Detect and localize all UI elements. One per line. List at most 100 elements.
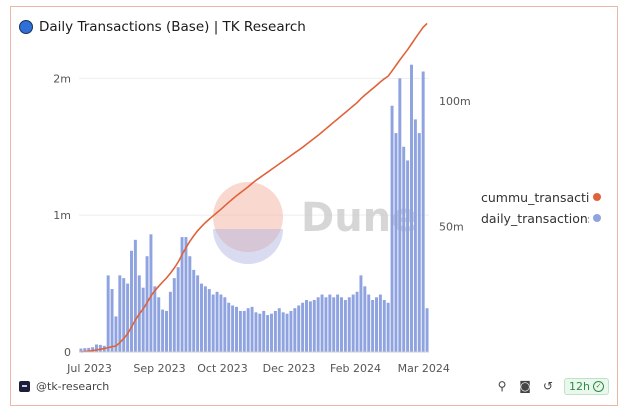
legend-item-daily[interactable]: daily_transactions [481, 208, 609, 228]
bar [250, 306, 254, 352]
bar [242, 310, 246, 352]
bar [227, 302, 231, 352]
legend-dot-daily [593, 214, 601, 222]
refresh-badge[interactable]: 12h ✓ [564, 377, 609, 395]
chart-header: Daily Transactions (Base) | TK Research [19, 17, 306, 37]
bar [211, 294, 215, 352]
y-right-tick-label: 100m [439, 95, 471, 108]
bar [165, 310, 168, 352]
bar [141, 287, 145, 352]
chart-footer: @tk-research ⚲ ◙ ↺ 12h ✓ [19, 377, 609, 395]
bar [238, 310, 242, 352]
bar [312, 300, 316, 352]
bar [246, 308, 250, 352]
bar [375, 297, 378, 352]
bar [273, 310, 277, 352]
legend-label-daily: daily_transactions [481, 210, 589, 226]
bar [371, 300, 375, 352]
bar [223, 297, 227, 352]
y-left-tick-label: 0 [64, 346, 71, 359]
bar [386, 302, 390, 352]
bar [161, 309, 165, 352]
bar [110, 289, 114, 352]
bar [343, 300, 347, 352]
bar [421, 71, 425, 352]
bar [390, 105, 394, 353]
bar [149, 234, 153, 352]
bar [351, 294, 355, 352]
bar [398, 78, 402, 352]
y-left-tick-label: 1m [53, 209, 71, 222]
bar [308, 301, 312, 352]
bar [106, 275, 110, 352]
bar [328, 294, 332, 352]
bar [301, 302, 305, 352]
bar [266, 315, 270, 352]
bar [425, 308, 429, 352]
bar [347, 297, 351, 352]
bar [258, 313, 262, 352]
footer-tools: ⚲ ◙ ↺ 12h ✓ [495, 377, 609, 395]
bar [270, 313, 273, 352]
watermark-circle [213, 182, 283, 252]
bar [413, 119, 417, 352]
refresh-icon[interactable]: ↺ [543, 379, 554, 393]
bar [126, 283, 130, 352]
bar [262, 310, 266, 352]
bar [355, 291, 359, 352]
bar [367, 294, 371, 352]
bar [207, 289, 211, 352]
bar [254, 312, 258, 352]
refresh-badge-label: 12h [569, 379, 590, 393]
bar [277, 308, 281, 352]
bar [188, 256, 192, 352]
bar [281, 312, 285, 352]
bar [382, 300, 386, 352]
x-tick-label: Sep 2023 [133, 362, 185, 375]
bar [336, 294, 340, 352]
chart-title: Daily Transactions (Base) | TK Research [39, 19, 306, 35]
bar [122, 278, 126, 352]
bar [293, 308, 297, 352]
bar [180, 237, 184, 352]
bar [340, 297, 343, 352]
bar [410, 64, 413, 352]
bar [184, 237, 188, 352]
bar [192, 269, 196, 352]
bar [285, 313, 289, 352]
cumulative-line [80, 22, 428, 353]
x-tick-label: Oct 2023 [197, 362, 248, 375]
bar [297, 305, 301, 352]
bar [172, 278, 176, 352]
bar [203, 286, 207, 352]
bar [153, 286, 157, 352]
bar [289, 310, 293, 352]
bar [79, 348, 83, 352]
dune-logo-icon [19, 20, 33, 34]
bar [215, 291, 219, 352]
bar [417, 133, 421, 352]
x-tick-label: Jul 2023 [66, 362, 112, 375]
x-tick-label: Feb 2024 [330, 362, 381, 375]
bar [320, 294, 324, 352]
avatar[interactable] [19, 380, 30, 392]
bar [91, 347, 95, 352]
author-handle[interactable]: @tk-research [36, 379, 110, 393]
pin-icon[interactable]: ⚲ [497, 379, 507, 393]
legend-label-cumulative: cummu_transactio [481, 189, 589, 205]
chart-legend: cummu_transactio daily_transactions [481, 187, 609, 229]
bar [235, 306, 238, 352]
chart-card: Daily Transactions (Base) | TK Research … [10, 6, 618, 406]
bar [130, 250, 133, 352]
bar [219, 294, 223, 352]
bar [133, 239, 137, 352]
x-tick-label: Mar 2024 [398, 362, 450, 375]
bar [363, 286, 367, 352]
camera-icon[interactable]: ◙ [519, 379, 531, 393]
bar [359, 275, 363, 352]
bar [196, 275, 200, 352]
legend-item-cumulative[interactable]: cummu_transactio [481, 187, 609, 207]
bar [87, 347, 91, 352]
bar [394, 133, 398, 352]
